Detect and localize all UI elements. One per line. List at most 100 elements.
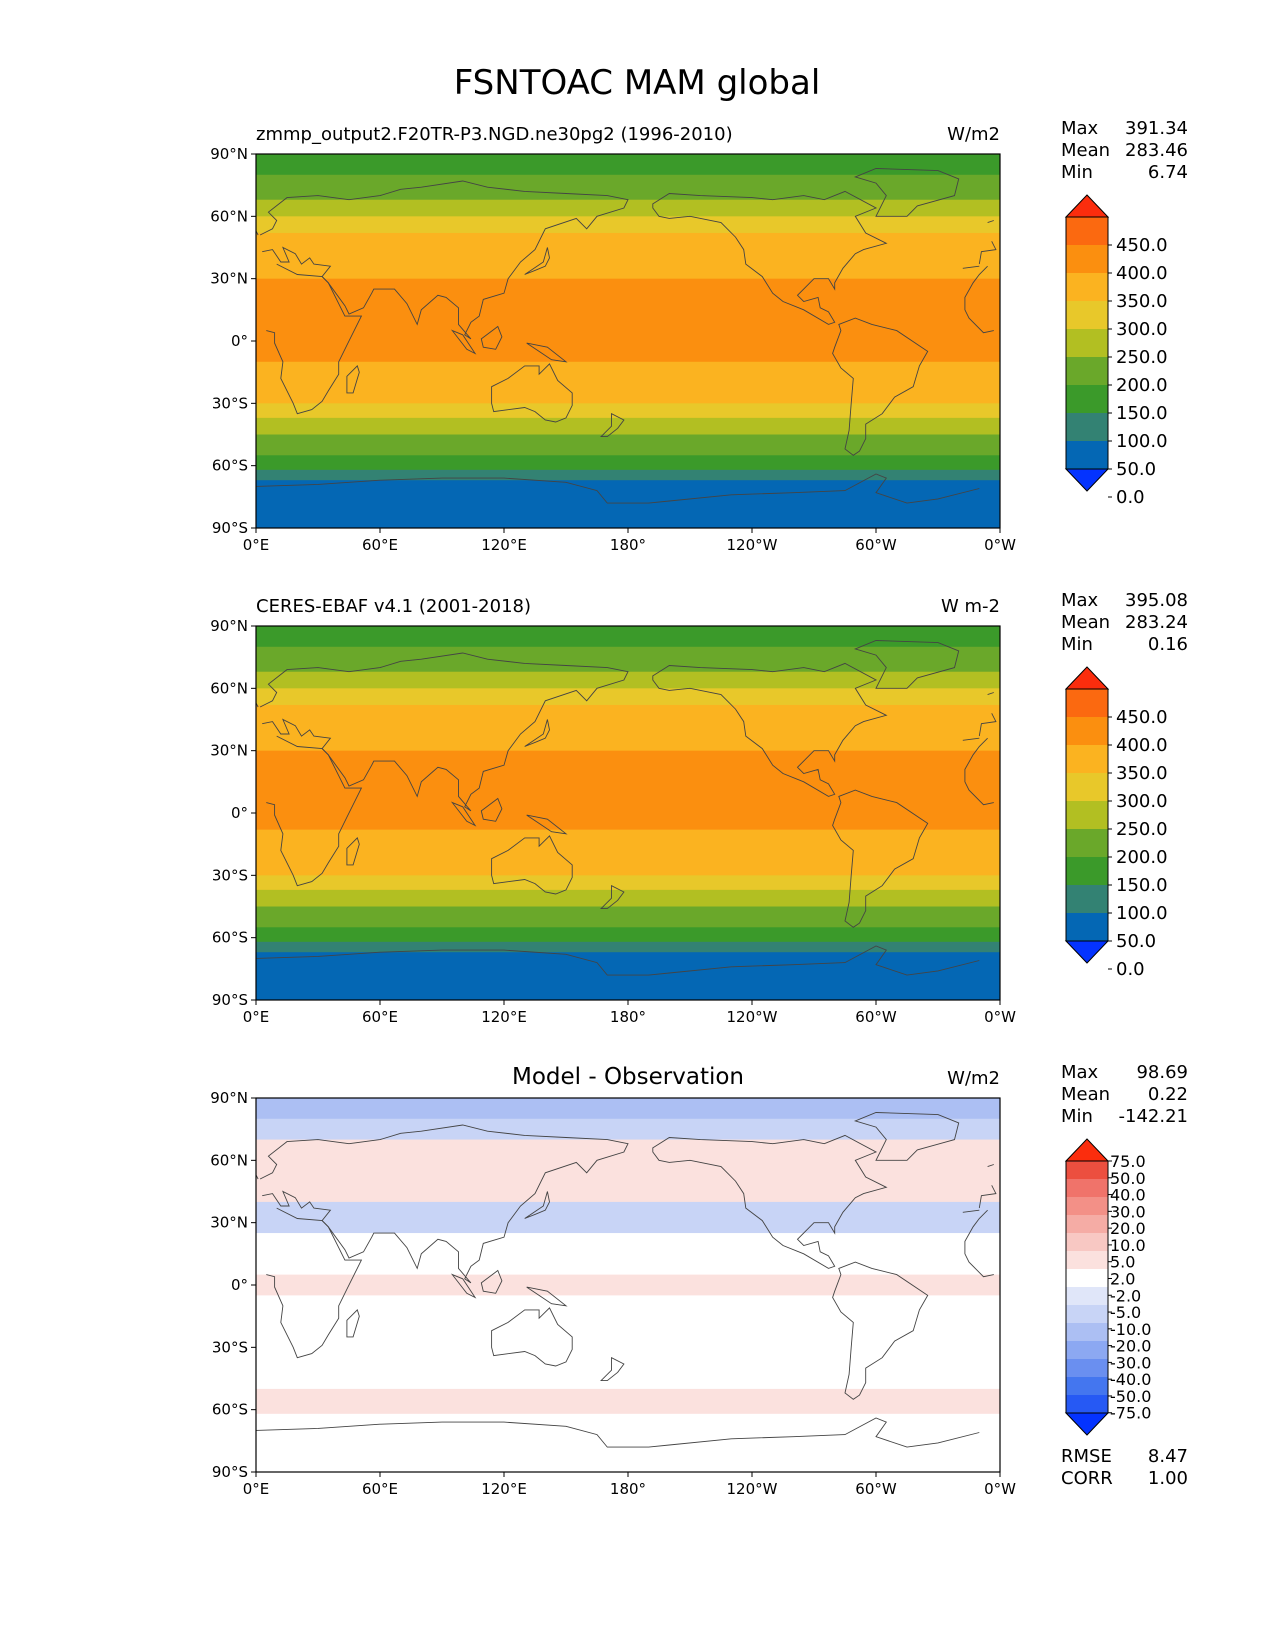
- coastline-new-guinea: [526, 342, 568, 363]
- colorbar-tick-label: 30.0: [1110, 1202, 1146, 1221]
- map-area: [256, 154, 1000, 528]
- coastline-uk: [987, 220, 994, 224]
- x-tick-label: 0°W: [984, 536, 1016, 554]
- coastline-africa: [964, 1209, 994, 1278]
- colorbar-extend-max: [1064, 666, 1110, 690]
- colorbar-segment: [1066, 1269, 1108, 1288]
- zonal-band-8: [256, 1413, 1000, 1472]
- zonal-band-5: [256, 729, 1000, 752]
- colorbar-tick-label: 400.0: [1116, 735, 1168, 756]
- zonal-band-4: [256, 704, 1000, 731]
- colorbar-segment: [1066, 1251, 1108, 1270]
- colorbar-segment: [1066, 801, 1108, 830]
- colorbar-segment: [1066, 717, 1108, 746]
- zonal-band-0: [256, 1098, 1000, 1120]
- y-tick-label: 30°S: [212, 866, 248, 884]
- y-tick-label: 0°: [231, 1276, 248, 1294]
- stat-value: 6.74: [1148, 162, 1188, 183]
- zonal-band-11: [256, 434, 1000, 456]
- coastline-borneo: [480, 325, 503, 350]
- stat-value: 8.47: [1148, 1446, 1188, 1467]
- panel-observation-title: CERES-EBAF v4.1 (2001-2018): [256, 596, 531, 617]
- colorbar-tick-label: 100.0: [1116, 431, 1168, 452]
- x-tick-label: 60°W: [855, 1480, 897, 1498]
- colorbar-tick-label: 150.0: [1116, 403, 1168, 424]
- zonal-band-10: [256, 417, 1000, 436]
- colorbar-frame: [1065, 688, 1109, 942]
- colorbar-frame: [1065, 216, 1109, 470]
- coastline-north-america: [652, 662, 888, 797]
- colorbar-tick-label: 50.0: [1110, 1169, 1146, 1188]
- coastline-south-america: [832, 317, 929, 456]
- coastline-borneo: [480, 797, 503, 822]
- zonal-band-1: [256, 1118, 1000, 1141]
- colorbar-tick-label: -40.0: [1110, 1370, 1151, 1389]
- colorbar-segment: [1066, 857, 1108, 886]
- zonal-band-4: [256, 232, 1000, 259]
- zonal-band-11: [256, 906, 1000, 928]
- coastline-sumatra: [450, 329, 477, 355]
- x-tick-label: 60°W: [855, 536, 897, 554]
- stat-label: Max: [1061, 590, 1099, 611]
- y-tick-label: 60°N: [210, 207, 248, 225]
- zonal-band-0: [256, 626, 1000, 648]
- colorbar-tick-label: 350.0: [1116, 763, 1168, 784]
- x-tick-label: 0°E: [243, 1480, 270, 1498]
- zonal-band-5: [256, 257, 1000, 280]
- colorbar-tick-label: 150.0: [1116, 875, 1168, 896]
- colorbar-tick-label: 5.0: [1110, 1253, 1135, 1272]
- colorbar-tick-label: 200.0: [1116, 375, 1168, 396]
- y-tick-label: 30°S: [212, 394, 248, 412]
- y-tick-label: 90°S: [212, 519, 248, 537]
- x-tick-label: 60°W: [855, 1008, 897, 1026]
- y-tick-label: 0°: [231, 332, 248, 350]
- y-tick-label: 90°N: [210, 145, 248, 163]
- colorbar-tick-label: 50.0: [1116, 459, 1156, 480]
- colorbar-extend-max: [1064, 194, 1110, 218]
- stat-value: 98.69: [1136, 1062, 1188, 1083]
- map-area: [256, 626, 1000, 1000]
- stat-label: Min: [1061, 1106, 1093, 1127]
- y-tick-label: 30°N: [210, 1214, 248, 1232]
- zonal-band-10: [256, 889, 1000, 908]
- colorbar-segment: [1066, 1377, 1108, 1396]
- x-tick-label: 60°E: [362, 1480, 398, 1498]
- coastline-australia: [491, 835, 573, 895]
- zonal-band-12: [256, 455, 1000, 471]
- colorbar-extend-min: [1064, 468, 1110, 492]
- figure-title: FSNTOAC MAM global: [454, 63, 821, 103]
- y-tick-label: 30°S: [212, 1338, 248, 1356]
- colorbar-segment: [1066, 217, 1108, 246]
- stat-label: Max: [1061, 118, 1099, 139]
- colorbar-tick-label: -5.0: [1110, 1303, 1141, 1322]
- coastline-north-america: [652, 190, 888, 325]
- colorbar-tick-label: 100.0: [1116, 903, 1168, 924]
- panel-difference-units: W/m2: [947, 1068, 1000, 1089]
- x-tick-label: 120°W: [727, 1480, 778, 1498]
- coastline-africa: [964, 737, 994, 806]
- zonal-band-4: [256, 1233, 1000, 1276]
- y-tick-label: 60°S: [212, 457, 248, 475]
- y-tick-label: 0°: [231, 804, 248, 822]
- coastline-new-zealand: [600, 884, 625, 910]
- colorbar-frame: [1065, 1160, 1109, 1414]
- colorbar-extend-min: [1064, 1412, 1110, 1436]
- colorbar-tick-label: 250.0: [1116, 819, 1168, 840]
- coastline-eurasia: [978, 713, 997, 737]
- stat-label: RMSE: [1061, 1446, 1112, 1467]
- panel-difference-title: Model - Observation: [512, 1064, 744, 1090]
- x-tick-label: 0°W: [984, 1008, 1016, 1026]
- colorbar-segment: [1066, 301, 1108, 330]
- y-tick-label: 30°N: [210, 742, 248, 760]
- stat-value: 395.08: [1125, 590, 1188, 611]
- coastline-antarctica: [256, 945, 980, 976]
- zonal-band-8: [256, 382, 1000, 404]
- colorbar-segment: [1066, 441, 1108, 470]
- y-tick-label: 90°N: [210, 1089, 248, 1107]
- coastline-borneo: [480, 1269, 503, 1294]
- colorbar-segment: [1066, 413, 1108, 442]
- coastline-south-america: [832, 789, 929, 928]
- zonal-band-8: [256, 854, 1000, 876]
- zonal-band-3: [256, 688, 1000, 706]
